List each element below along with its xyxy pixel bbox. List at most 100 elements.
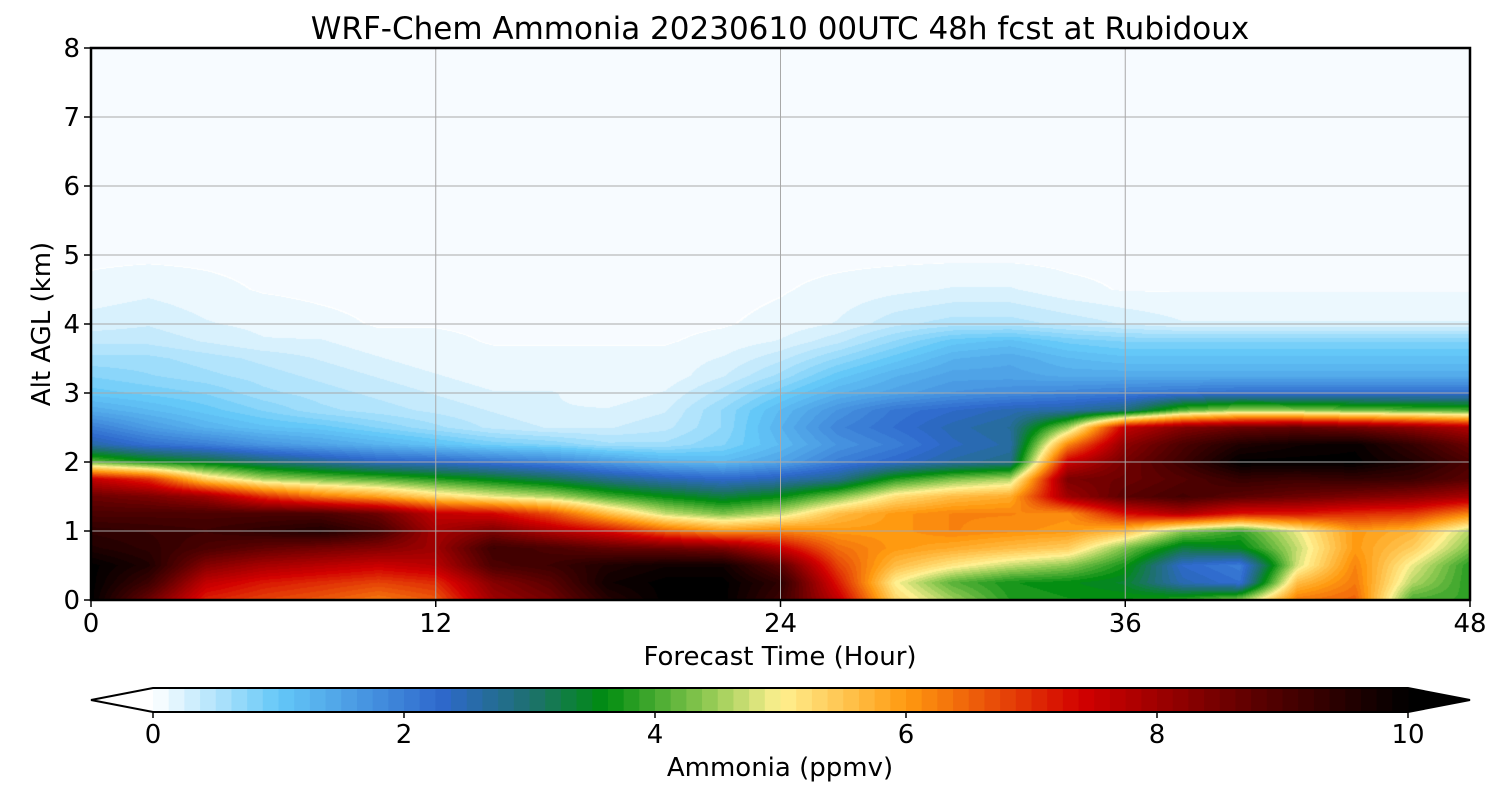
colorbar-swatch <box>733 688 750 712</box>
colorbar-swatch <box>827 688 844 712</box>
colorbar-swatch <box>937 688 954 712</box>
x-tick-label: 36 <box>1109 609 1142 639</box>
colorbar-swatch <box>921 688 938 712</box>
x-axis-label: Forecast Time (Hour) <box>643 642 916 672</box>
colorbar-swatch <box>749 688 766 712</box>
colorbar-swatch <box>1172 688 1189 712</box>
colorbar-swatch <box>184 688 201 712</box>
colorbar-swatch <box>780 688 797 712</box>
colorbar-swatch <box>890 688 907 712</box>
colorbar-tick-label: 2 <box>396 720 413 750</box>
colorbar-swatch <box>1000 688 1017 712</box>
y-tick-label: 4 <box>63 310 80 340</box>
colorbar-swatch <box>247 688 264 712</box>
colorbar-swatch <box>1392 688 1409 712</box>
colorbar-swatch <box>686 688 703 712</box>
colorbar-tick-label: 0 <box>145 720 162 750</box>
colorbar-extension <box>91 688 153 712</box>
colorbar-swatch <box>341 688 358 712</box>
colorbar-swatch <box>1251 688 1268 712</box>
colorbar-swatch <box>200 688 217 712</box>
colorbar-swatch <box>388 688 405 712</box>
colorbar-swatch <box>576 688 593 712</box>
colorbar-swatch <box>1282 688 1299 712</box>
colorbar-swatch <box>764 688 782 712</box>
colorbar-swatch <box>796 688 813 712</box>
x-axis: 0 12 24 36 48 <box>83 600 1487 639</box>
colorbar-tick-label: 10 <box>1391 720 1424 750</box>
colorbar-swatch <box>1204 688 1221 712</box>
colorbar-swatch <box>513 688 531 712</box>
colorbar-tick-label: 6 <box>898 720 915 750</box>
colorbar-swatch <box>529 688 546 712</box>
colorbar-swatch <box>953 688 970 712</box>
chart-title: WRF-Chem Ammonia 20230610 00UTC 48h fcst… <box>311 11 1250 47</box>
colorbar-swatch <box>498 688 515 712</box>
colorbar-swatch <box>811 688 829 712</box>
colorbar-swatch <box>670 688 687 712</box>
colorbar-swatch <box>451 688 468 712</box>
colorbar-swatch <box>1062 688 1080 712</box>
colorbar: 0 2 4 6 8 10 Ammonia (ppmv) <box>90 687 1471 783</box>
colorbar-swatch <box>560 688 578 712</box>
colorbar-swatch <box>215 688 233 712</box>
colorbar-swatch <box>1047 688 1064 712</box>
colorbar-swatch <box>1219 688 1237 712</box>
colorbar-swatch <box>1376 688 1393 712</box>
y-tick-label: 0 <box>63 586 80 616</box>
x-tick-label: 24 <box>764 609 797 639</box>
colorbar-swatch <box>702 688 719 712</box>
y-tick-label: 3 <box>63 379 80 409</box>
colorbar-swatch <box>168 688 185 712</box>
colorbar-swatch <box>325 688 342 712</box>
colorbar-swatch <box>968 688 986 712</box>
colorbar-swatch <box>356 688 374 712</box>
colorbar-tick-label: 8 <box>1149 720 1166 750</box>
colorbar-swatch <box>1141 688 1158 712</box>
colorbar-swatch <box>545 688 562 712</box>
colorbar-swatch <box>153 688 170 712</box>
colorbar-swatch <box>984 688 1001 712</box>
y-tick-label: 7 <box>63 103 80 133</box>
y-tick-label: 1 <box>63 517 80 547</box>
colorbar-extension <box>1408 688 1470 712</box>
colorbar-swatch <box>482 688 499 712</box>
colorbar-swatch <box>1094 688 1111 712</box>
y-axis-label: Alt AGL (km) <box>27 242 57 406</box>
colorbar-swatch <box>262 688 280 712</box>
colorbar-swatch <box>1235 688 1252 712</box>
colorbar-swatch <box>1157 688 1174 712</box>
colorbar-swatch <box>466 688 484 712</box>
colorbar-swatch <box>435 688 452 712</box>
colorbar-swatch <box>623 688 640 712</box>
colorbar-swatch <box>1313 688 1331 712</box>
colorbar-swatch <box>607 688 625 712</box>
colorbar-swatch <box>639 688 656 712</box>
plot-area <box>89 46 1472 602</box>
colorbar-ticks: 0 2 4 6 8 10 <box>145 712 1425 750</box>
y-axis: 0 1 2 3 4 5 6 7 8 <box>63 34 91 616</box>
colorbar-swatch <box>843 688 860 712</box>
colorbar-swatch <box>278 688 295 712</box>
colorbar-swatch <box>858 688 876 712</box>
x-tick-label: 48 <box>1453 609 1486 639</box>
colorbar-swatch <box>1266 688 1284 712</box>
colorbar-swatch <box>419 688 436 712</box>
colorbar-swatch <box>1125 688 1142 712</box>
colorbar-swatch <box>1345 688 1362 712</box>
x-tick-label: 12 <box>419 609 452 639</box>
colorbar-label: Ammonia (ppmv) <box>667 753 893 783</box>
colorbar-swatch <box>1360 688 1378 712</box>
colorbar-swatch <box>1329 688 1346 712</box>
colorbar-swatch <box>1298 688 1315 712</box>
y-tick-label: 5 <box>63 241 80 271</box>
x-tick-label: 0 <box>83 609 100 639</box>
colorbar-swatch <box>874 688 891 712</box>
colorbar-swatch <box>655 688 672 712</box>
colorbar-swatch <box>717 688 735 712</box>
colorbar-swatch <box>309 688 327 712</box>
colorbar-swatch <box>404 688 421 712</box>
colorbar-swatch <box>906 688 923 712</box>
y-tick-label: 8 <box>63 34 80 64</box>
